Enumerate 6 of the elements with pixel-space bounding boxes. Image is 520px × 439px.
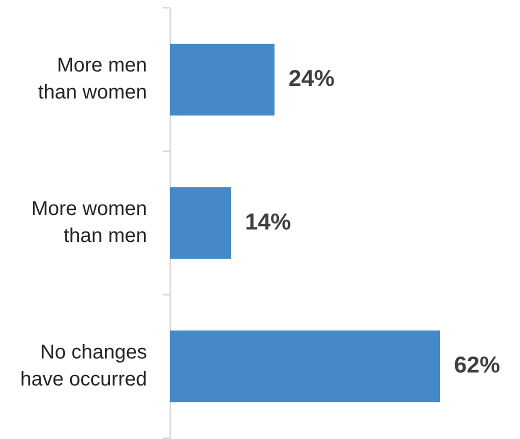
y-tick-label: More women than men (31, 198, 147, 248)
y-tick-label: No changes have occurred (20, 341, 147, 390)
data-label: 24% (288, 65, 335, 92)
y-tick-label: More men than women (38, 54, 147, 104)
data-label: 14% (244, 208, 292, 234)
data-label: 62% (454, 352, 500, 378)
